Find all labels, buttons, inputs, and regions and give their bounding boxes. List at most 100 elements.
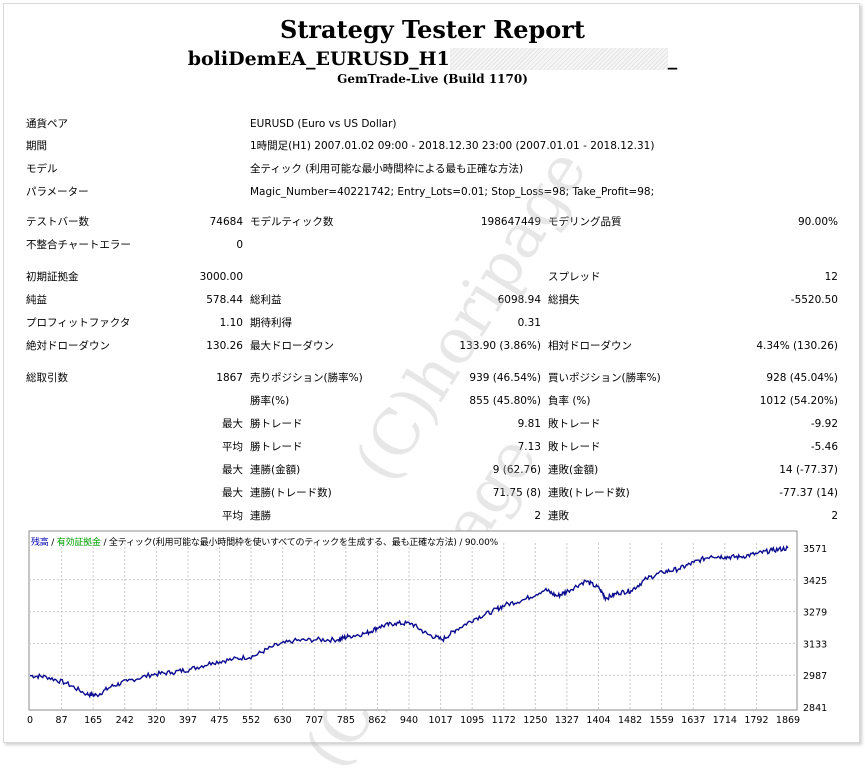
avg-consec-losses-label: 連敗 [548, 510, 569, 522]
x-tick-label: 1404 [586, 715, 610, 726]
x-tick-label: 1327 [555, 715, 579, 726]
maximal-label: 最大 [222, 487, 243, 499]
x-tick-label: 1714 [713, 715, 737, 726]
x-tick-label: 1559 [650, 715, 674, 726]
average-profit-label: 勝トレード [250, 441, 303, 453]
legend-equity: 有効証拠金 [56, 538, 101, 548]
bars-label: テストバー数 [26, 216, 89, 228]
ticks-value: 198647449 [480, 216, 541, 228]
x-tick-label: 242 [116, 715, 134, 726]
largest-loss-label: 敗トレード [548, 418, 601, 430]
x-tick-label: 1482 [618, 715, 642, 726]
redacted-block [449, 48, 668, 70]
bars-value: 74684 [209, 216, 243, 228]
largest-profit-label: 勝トレード [250, 418, 303, 430]
y-tick-label: 2987 [803, 671, 827, 682]
x-tick-label: 0 [27, 715, 33, 726]
info-label-period: 期間 [26, 140, 47, 152]
x-tick-label: 1792 [744, 715, 768, 726]
quality-label: モデリング品質 [548, 216, 622, 228]
x-tick-label: 1637 [681, 715, 705, 726]
x-tick-label: 320 [147, 715, 165, 726]
loss-rate-label: 負率 (%) [548, 395, 591, 407]
ea-name-suffix: _ [667, 48, 678, 70]
deposit-value: 3000.00 [199, 271, 243, 283]
long-positions-value: 928 (45.04%) [766, 372, 838, 384]
chart-legend: 残高 / 有効証拠金 / 全ティック(利用可能な最小時間枠を使いすべてのティック… [31, 535, 498, 548]
largest-profit-value: 9.81 [517, 418, 541, 430]
x-tick-label: 552 [242, 715, 260, 726]
mismatch-value: 0 [236, 239, 243, 251]
report-title: Strategy Tester Report [279, 15, 586, 44]
avg-consec-losses-value: 2 [831, 510, 838, 522]
avg-consec-wins-label: 連勝 [250, 510, 271, 522]
average2-label: 平均 [222, 510, 243, 522]
max-consec-losses-value: 14 (-77.37) [779, 464, 838, 476]
ea-name: boliDemEA_EURUSD_H1 [187, 48, 450, 70]
profit-factor-label: プロフィットファクタ [26, 317, 131, 329]
info-label-parameters: パラメーター [26, 186, 89, 198]
maximal-consec-profit-label: 連勝(トレード数) [250, 487, 332, 499]
info-value-parameters: Magic_Number=40221742; Entry_Lots=0.01; … [250, 186, 655, 198]
average-loss-label: 敗トレード [548, 441, 601, 453]
maximal-consec-loss-label: 連敗(トレード数) [548, 487, 630, 499]
gross-profit-label: 総利益 [250, 294, 282, 306]
short-positions-value: 939 (46.54%) [469, 372, 541, 384]
balance-chart: 0 87 165 242 320 397 475 552 630 707 785 862 940 1017… [27, 530, 827, 726]
total-trades-label: 総取引数 [26, 372, 68, 384]
balance-line [29, 544, 789, 699]
maximum-label: 最大 [222, 464, 243, 476]
average-loss-value: -5.46 [810, 441, 838, 453]
gross-loss-value: -5520.50 [790, 294, 838, 306]
x-tick-label: 475 [210, 715, 228, 726]
legend-sep: / [48, 538, 57, 548]
x-tick-label: 1250 [523, 715, 547, 726]
gross-loss-label: 総損失 [548, 294, 580, 306]
loss-rate-value: 1012 (54.20%) [759, 395, 838, 407]
maximal-consec-loss-value: -77.37 (14) [779, 487, 838, 499]
max-consec-losses-label: 連敗(金額) [548, 464, 599, 476]
y-tick-label: 3133 [803, 639, 827, 650]
gross-profit-value: 6098.94 [497, 294, 541, 306]
legend-description: / 全ティック(利用可能な最小時間枠を使いすべてのティックを生成する、最も正確な… [100, 538, 498, 548]
x-tick-label: 1017 [428, 715, 452, 726]
y-tick-label: 3425 [803, 576, 827, 587]
x-tick-label: 940 [400, 715, 418, 726]
info-value-model: 全ティック (利用可能な最小時間枠による最も正確な方法) [250, 163, 524, 175]
abs-drawdown-value: 130.26 [206, 340, 243, 352]
max-consec-wins-value: 9 (62.76) [492, 464, 541, 476]
short-positions-label: 売りポジション(勝率%) [250, 372, 363, 384]
max-drawdown-value: 133.90 (3.86%) [459, 340, 541, 352]
long-positions-label: 買いポジション(勝率%) [548, 372, 661, 384]
rel-drawdown-label: 相対ドローダウン [548, 340, 632, 352]
x-tick-label: 707 [305, 715, 323, 726]
rel-drawdown-value: 4.34% (130.26) [756, 340, 838, 352]
chart-plot-area [28, 530, 798, 711]
info-label-model: モデル [26, 163, 58, 175]
y-tick-label: 3279 [803, 608, 827, 619]
avg-consec-wins-value: 2 [534, 510, 541, 522]
ea-name-line: boliDemEA_EURUSD_H1 _ [0, 48, 865, 70]
x-tick-label: 165 [84, 715, 102, 726]
info-value-period: 1時間足(H1) 2007.01.02 09:00 - 2018.12.30 2… [250, 140, 655, 152]
abs-drawdown-label: 絶対ドローダウン [26, 340, 110, 352]
x-tick-label: 630 [274, 715, 292, 726]
win-rate-value: 855 (45.80%) [469, 395, 541, 407]
largest-label: 最大 [222, 418, 243, 430]
total-trades-value: 1867 [216, 372, 243, 384]
max-consec-wins-label: 連勝(金額) [250, 464, 301, 476]
y-tick-label: 3571 [803, 544, 827, 555]
spread-value: 12 [824, 271, 838, 283]
expected-payoff-label: 期待利得 [250, 317, 292, 329]
average-profit-value: 7.13 [517, 441, 541, 453]
x-tick-label: 1869 [776, 715, 800, 726]
y-tick-label: 2841 [803, 703, 827, 714]
x-tick-label: 785 [337, 715, 355, 726]
quality-value: 90.00% [797, 216, 838, 228]
max-drawdown-label: 最大ドローダウン [250, 340, 334, 352]
legend-balance: 残高 [31, 538, 49, 548]
largest-loss-value: -9.92 [810, 418, 838, 430]
x-tick-label: 1172 [492, 715, 516, 726]
deposit-label: 初期証拠金 [26, 271, 79, 283]
profit-factor-value: 1.10 [219, 317, 243, 329]
